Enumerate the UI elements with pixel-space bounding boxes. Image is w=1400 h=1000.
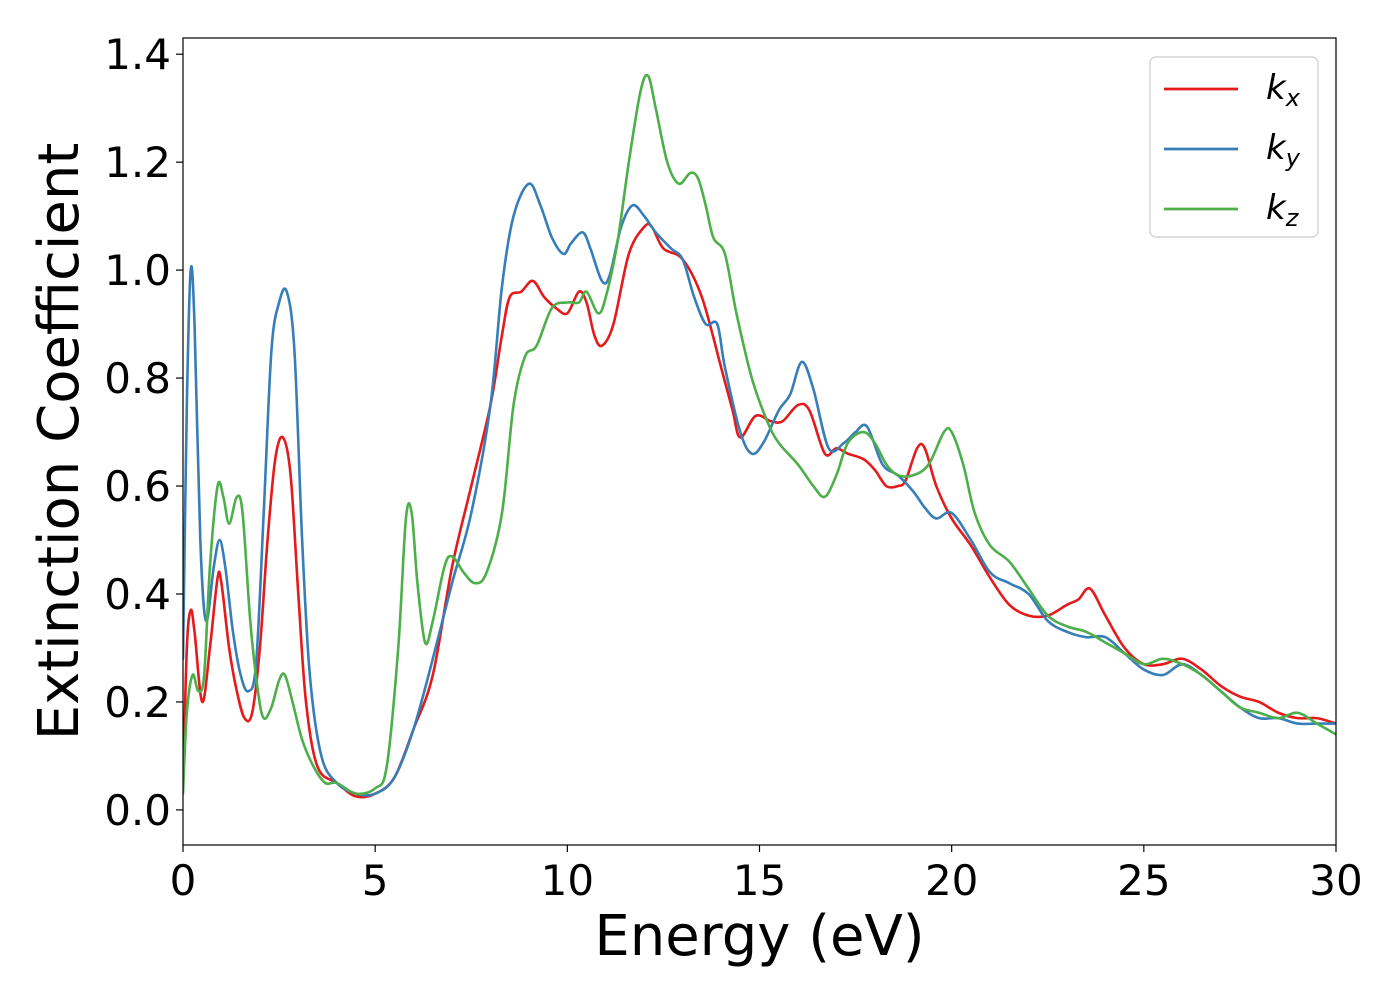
x-tick-label: 0 — [170, 856, 197, 905]
x-tick-label: 20 — [925, 856, 978, 905]
y-axis-label: Extinction Coefficient — [27, 143, 92, 741]
legend-label: ky — [1266, 128, 1301, 172]
y-tick-label: 1.2 — [104, 138, 171, 187]
x-tick-label: 15 — [733, 856, 786, 905]
y-tick-label: 0.6 — [104, 462, 171, 511]
y-axis: 0.0 0.2 0.4 0.6 0.8 1.0 1.2 1.4 — [104, 30, 183, 835]
legend-label: kz — [1266, 188, 1300, 232]
series-line-kx — [183, 222, 1336, 799]
y-tick-label: 0.4 — [104, 570, 171, 619]
y-tick-label: 0.0 — [104, 786, 171, 835]
x-tick-label: 5 — [362, 856, 389, 905]
y-tick-label: 1.4 — [104, 30, 171, 79]
legend-frame — [1149, 56, 1319, 238]
x-tick-label: 25 — [1117, 856, 1170, 905]
y-tick-label: 0.8 — [104, 354, 171, 403]
x-tick-label: 10 — [541, 856, 594, 905]
legend-item-kz: kz — [1164, 188, 1300, 232]
plot-area — [182, 37, 1337, 846]
legend-label: kx — [1266, 68, 1301, 112]
y-tick-label: 0.2 — [104, 678, 171, 727]
series-layer — [183, 73, 1336, 799]
x-axis-label: Energy (eV) — [594, 904, 924, 969]
legend-item-kx: kx — [1164, 68, 1301, 112]
series-line-kz — [183, 73, 1336, 796]
y-tick-label: 1.0 — [104, 246, 171, 295]
legend-item-ky: ky — [1164, 128, 1301, 172]
x-tick-label: 30 — [1309, 856, 1362, 905]
x-axis: 0 5 10 15 20 25 30 — [170, 845, 1363, 905]
legend: kx ky kz — [1149, 56, 1319, 238]
